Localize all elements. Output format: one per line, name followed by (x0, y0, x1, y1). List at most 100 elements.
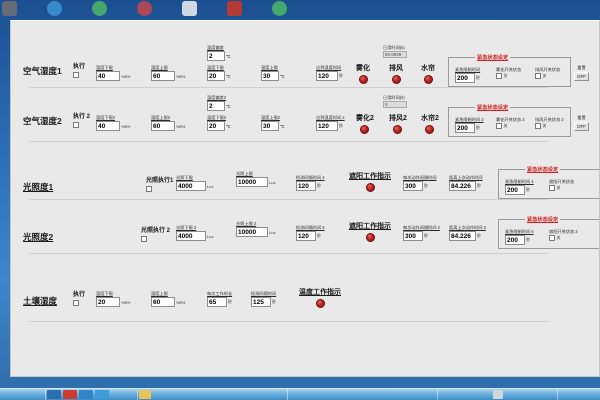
emergency-title-0: 紧急状态设定 (475, 54, 511, 61)
taskbar-item-4[interactable] (95, 390, 109, 399)
led-0-2-label: 水帘 (421, 65, 435, 72)
field-1-5-label: 达到温度时间 2 (316, 115, 345, 120)
taskbar[interactable] (0, 388, 600, 400)
field-0-3-input[interactable]: 20 (207, 71, 225, 81)
taskbar-item-2[interactable] (63, 390, 77, 399)
field-3-2-input[interactable]: 120 (296, 231, 316, 241)
emergency-switch-0-1-checkbox[interactable] (535, 73, 541, 79)
reset-group-1: 重置 OFF (574, 115, 589, 131)
field-4-0: 湿度下限 20 %RH (96, 291, 130, 307)
emergency-limit-2-label: 紧急限制时间 4 (505, 179, 534, 184)
emergency-switch-1-1-checkbox[interactable] (535, 123, 541, 129)
field-2-2-control: 120 秒 (296, 181, 325, 191)
desktop-icon-7[interactable] (272, 1, 287, 16)
execute-control-2[interactable] (146, 186, 173, 192)
emergency-switch-2-0-state: 关 (556, 185, 561, 190)
execute-label-2: 光照执行1 (146, 178, 174, 184)
field-0-4-input[interactable]: 30 (261, 71, 279, 81)
field-2-0-input[interactable]: 4000 (176, 181, 206, 191)
reset-button-1[interactable]: OFF (574, 121, 589, 131)
field-4-0-unit: %RH (121, 299, 131, 305)
field-2-2-input[interactable]: 120 (296, 181, 316, 191)
execute-control-1[interactable] (73, 122, 90, 128)
emergency-switch-1-1-control[interactable]: 关 (535, 123, 564, 129)
field-4-1-control: 60 %RH (151, 297, 185, 307)
field-2-3: 每次动作间隔时间 300 秒 (403, 175, 437, 191)
field-1-3-input[interactable]: 20 (207, 121, 225, 131)
emergency-switch-1-0-control[interactable]: 关 (496, 123, 525, 129)
field-4-3-input[interactable]: 125 (251, 297, 271, 307)
field-4-2-input[interactable]: 65 (207, 297, 227, 307)
taskbar-item-1[interactable] (47, 390, 61, 399)
emergency-switch-1-0-checkbox[interactable] (496, 123, 502, 129)
emergency-limit-3-input[interactable]: 200 (505, 235, 525, 245)
emergency-switch-0-0-control[interactable]: 关 (496, 73, 521, 79)
field-0-0-unit: %RH (121, 73, 131, 79)
desktop-icon-4[interactable] (137, 1, 152, 16)
desktop-icon-2[interactable] (47, 1, 62, 16)
taskbar-folder-icon[interactable] (139, 390, 151, 399)
execute-checkbox-4[interactable] (73, 300, 79, 306)
led-0-1: 排风 (389, 63, 403, 84)
execute-control-3[interactable] (141, 236, 170, 242)
taskbar-start-button[interactable] (0, 389, 46, 400)
execute-checkbox-0[interactable] (73, 72, 79, 78)
emergency-limit-0-input[interactable]: 200 (455, 73, 475, 83)
field-4-3-unit: 秒 (272, 299, 276, 304)
field-1-2-input[interactable]: 2 (207, 101, 225, 111)
field-1-2-label: 温度偏差2 (207, 95, 227, 100)
field-1-0-input[interactable]: 40 (96, 121, 120, 131)
emergency-switch-3-0-control[interactable]: 关 (549, 235, 578, 241)
field-0-0-input[interactable]: 40 (96, 71, 120, 81)
emergency-switch-2-0-control[interactable]: 关 (549, 185, 574, 191)
field-2-1-input[interactable]: 10000 (236, 177, 268, 187)
desktop-icon-5[interactable] (182, 1, 197, 16)
taskbar-quicklaunch[interactable] (46, 389, 138, 400)
led-1-0-indicator (360, 124, 370, 134)
taskbar-tray[interactable] (438, 389, 558, 400)
emergency-switch-2-0-checkbox[interactable] (549, 185, 555, 191)
tray-icon[interactable] (492, 390, 503, 399)
emergency-switch-0-0-checkbox[interactable] (496, 73, 502, 79)
field-0-5-label: 达到温度时间 (316, 65, 342, 70)
field-2-4-input[interactable]: 84.226 (449, 181, 476, 191)
taskbar-item-3[interactable] (79, 390, 93, 399)
taskbar-window-app[interactable] (288, 389, 438, 400)
execute-checkbox-3[interactable] (141, 236, 147, 242)
desktop-icon-3[interactable] (92, 1, 107, 16)
field-3-4-input[interactable]: 84.226 (449, 231, 476, 241)
field-3-3-input[interactable]: 300 (403, 231, 423, 241)
field-0-5-unit: 秒 (339, 73, 343, 78)
field-0-2-input[interactable]: 2 (207, 51, 225, 61)
field-1-5-input[interactable]: 120 (316, 121, 338, 131)
field-0-5-input[interactable]: 120 (316, 71, 338, 81)
execute-control-4[interactable] (73, 300, 85, 306)
execute-control-0[interactable] (73, 72, 85, 78)
field-3-0-input[interactable]: 4000 (176, 231, 206, 241)
reset-button-0[interactable]: OFF (574, 71, 589, 81)
field-0-1-input[interactable]: 60 (151, 71, 175, 81)
desktop-icon-6[interactable] (227, 1, 242, 16)
taskbar-window-folder[interactable] (138, 389, 288, 400)
execute-checkbox-2[interactable] (146, 186, 152, 192)
field-2-3-input[interactable]: 300 (403, 181, 423, 191)
emergency-limit-1-input[interactable]: 200 (455, 123, 475, 133)
execute-checkbox-1[interactable] (73, 122, 79, 128)
field-3-1-input[interactable]: 10000 (236, 227, 268, 237)
emergency-switch-3-0-label: 遮阳开关状态 2 (549, 229, 578, 234)
field-1-2-control: 2 ℃ (207, 101, 231, 111)
emergency-switch-3-0-checkbox[interactable] (549, 235, 555, 241)
field-0-0-control: 40 %RH (96, 71, 130, 81)
emergency-limit-3: 紧急限制时间 5 200 秒 (505, 229, 534, 245)
field-2-4-unit: 秒 (477, 183, 481, 188)
field-4-0-input[interactable]: 20 (96, 297, 120, 307)
emergency-switch-0-1-control[interactable]: 关 (535, 73, 560, 79)
field-1-4-input[interactable]: 30 (261, 121, 279, 131)
row-separator-0 (29, 87, 549, 88)
desktop-icon-1[interactable] (2, 1, 17, 16)
field-1-1-input[interactable]: 60 (151, 121, 175, 131)
field-4-1-input[interactable]: 60 (151, 297, 175, 307)
field-0-4-unit: ℃ (280, 73, 285, 79)
emergency-limit-2-input[interactable]: 200 (505, 185, 525, 195)
emergency-limit-0-label: 紧急限制时间 (455, 67, 481, 72)
